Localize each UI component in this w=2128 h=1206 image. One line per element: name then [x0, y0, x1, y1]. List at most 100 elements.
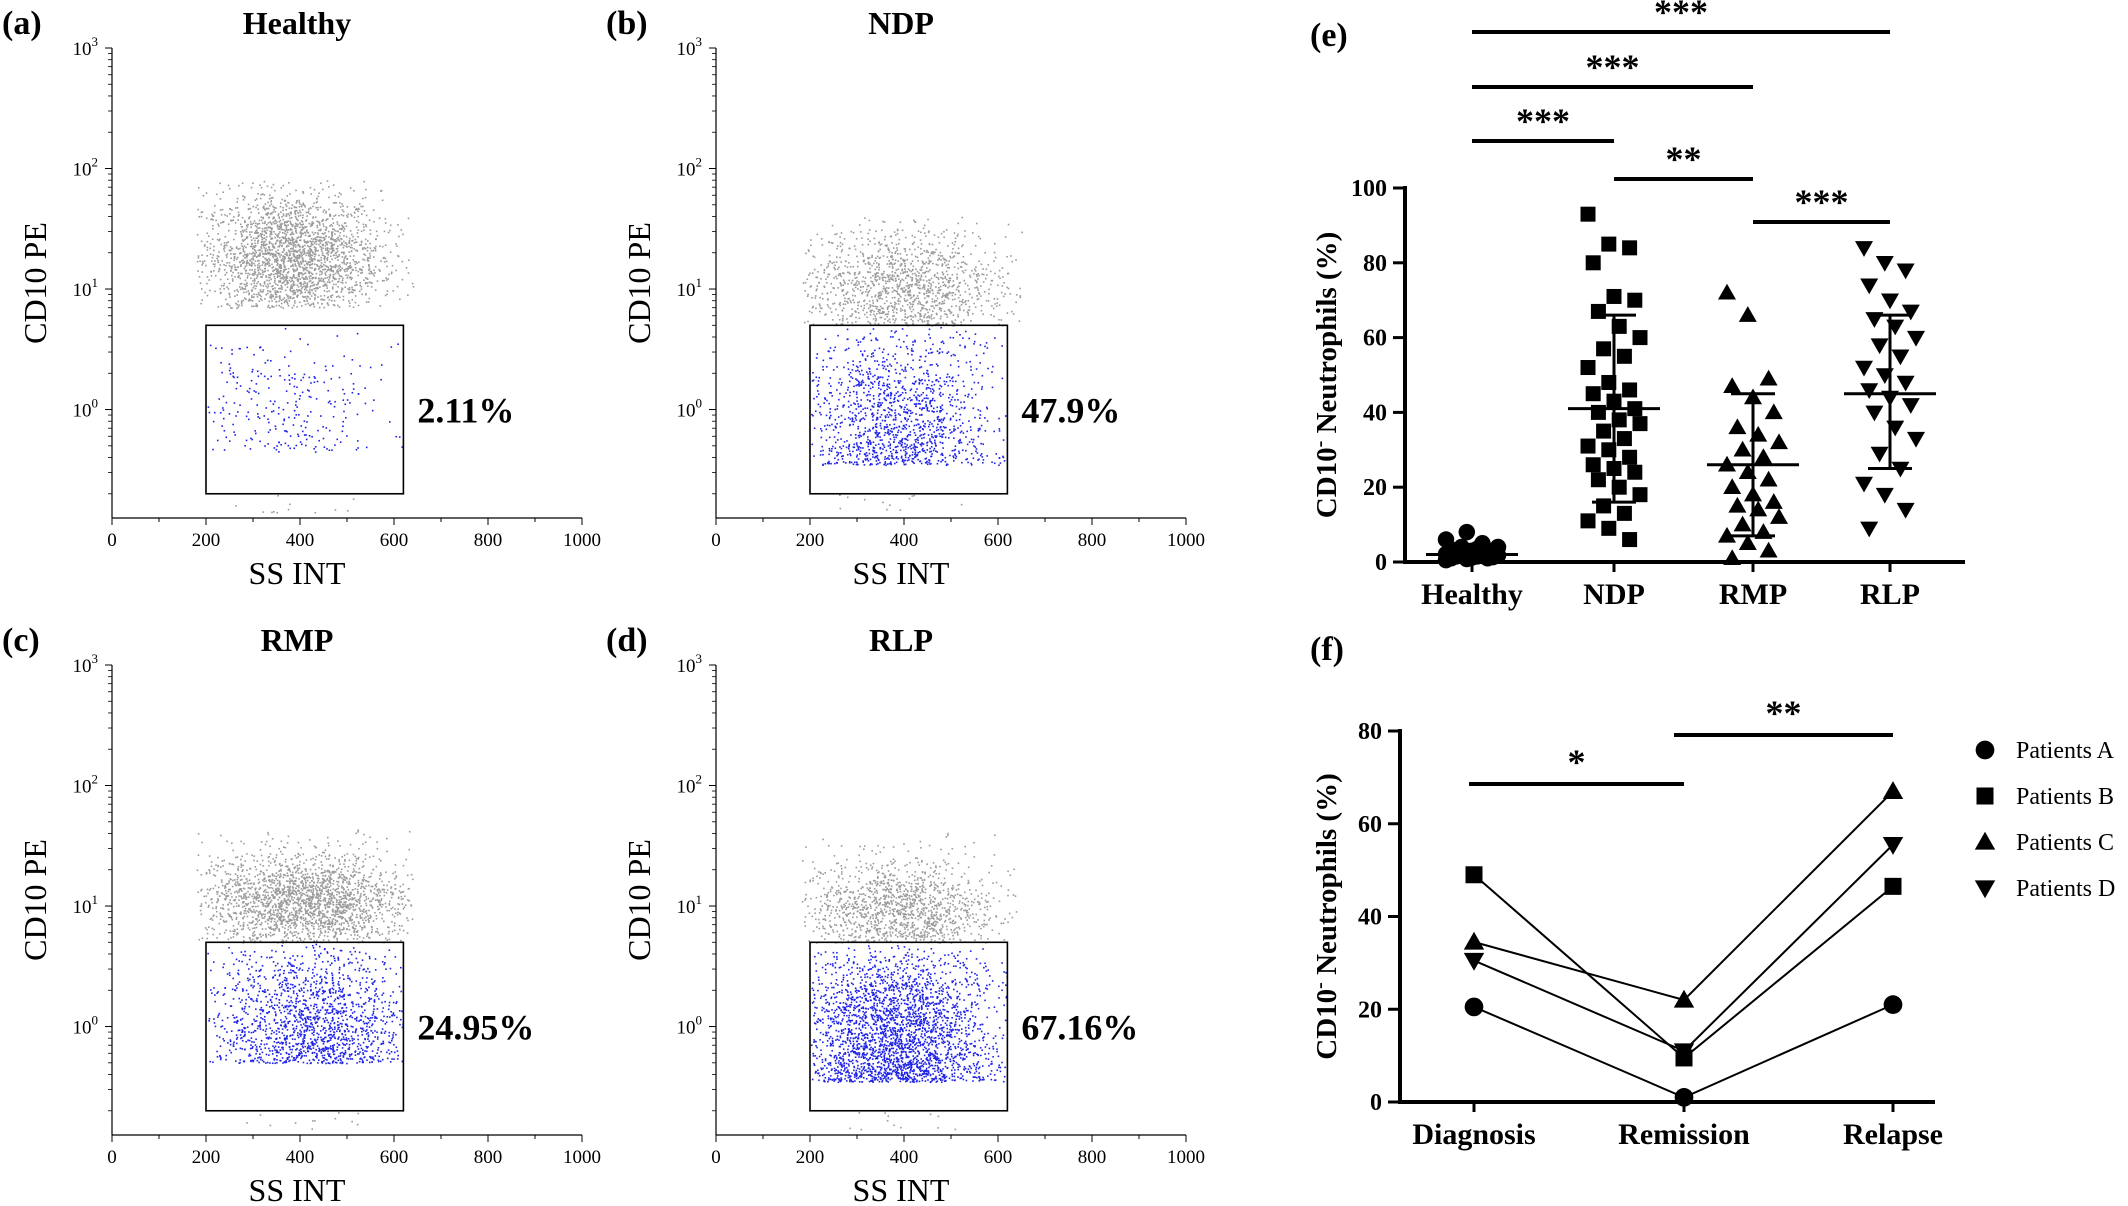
event-dot-gray: [233, 259, 235, 262]
event-dot-blue: [866, 399, 869, 401]
event-dot-gray: [282, 275, 285, 277]
event-dot-gray: [256, 264, 259, 266]
event-dot-gray: [335, 201, 337, 204]
event-dot-gray: [834, 233, 836, 236]
event-dot-gray: [242, 199, 245, 201]
event-dot-gray: [331, 287, 334, 290]
event-dot-gray: [869, 276, 872, 279]
event-dot-blue: [352, 383, 355, 385]
event-dot-blue: [270, 375, 272, 378]
event-dot-blue: [929, 337, 931, 339]
event-dot-gray: [284, 289, 287, 292]
event-dot-gray: [282, 213, 285, 215]
event-dot-blue: [365, 446, 368, 449]
event-dot-gray: [262, 242, 265, 245]
event-dot-blue: [891, 453, 893, 455]
event-dot-blue: [304, 426, 307, 429]
event-dot-gray: [244, 257, 246, 259]
event-dot-gray: [930, 285, 933, 287]
event-dot-blue: [908, 425, 911, 428]
event-dot-gray: [311, 277, 314, 280]
event-dot-blue: [853, 385, 855, 388]
event-dot-blue: [313, 381, 316, 384]
event-dot-gray: [974, 244, 977, 247]
event-dot-gray: [904, 315, 906, 318]
event-dot-gray: [933, 307, 935, 309]
event-dot-gray: [998, 304, 1001, 306]
event-dot-gray: [876, 313, 878, 315]
event-dot-gray: [364, 238, 367, 241]
event-dot-gray: [829, 261, 832, 263]
event-dot-gray: [276, 224, 279, 226]
event-dot-gray: [253, 293, 255, 296]
event-dot-gray: [273, 247, 276, 249]
event-dot-gray: [337, 280, 340, 283]
event-dot-gray: [909, 315, 912, 317]
event-dot-gray: [893, 306, 896, 308]
event-dot-gray: [961, 270, 964, 272]
event-dot-blue: [886, 388, 888, 391]
event-dot-blue: [257, 416, 259, 418]
event-dot-gray: [904, 268, 906, 270]
event-dot-gray: [366, 249, 369, 252]
event-dot-gray: [291, 231, 294, 234]
event-dot-gray: [991, 279, 994, 282]
event-dot-gray: [949, 279, 951, 282]
event-dot-gray: [342, 205, 344, 207]
event-dot-gray: [275, 304, 278, 307]
event-dot-gray: [316, 239, 318, 241]
event-dot-gray: [341, 243, 343, 246]
event-dot-gray: [279, 277, 282, 280]
event-dot-gray: [374, 289, 377, 291]
event-dot-gray: [316, 259, 319, 262]
event-dot-gray: [234, 221, 237, 224]
event-dot-gray: [251, 295, 253, 297]
event-dot-gray: [877, 322, 880, 325]
event-dot-gray: [291, 307, 294, 309]
event-dot-gray: [246, 237, 248, 240]
event-dot-gray: [911, 234, 914, 237]
event-dot-gray: [290, 265, 292, 268]
event-dot-gray: [362, 197, 364, 200]
event-dot-gray: [882, 312, 884, 314]
event-dot-gray: [243, 245, 246, 247]
event-dot-gray: [254, 264, 256, 267]
event-dot-gray: [304, 288, 306, 291]
event-dot-gray: [214, 274, 217, 277]
event-dot-gray: [317, 296, 319, 298]
event-dot-gray: [912, 316, 915, 318]
event-dot-gray: [305, 289, 308, 291]
event-dot-gray: [894, 303, 896, 306]
event-dot-blue: [955, 455, 958, 458]
event-dot-blue: [907, 446, 910, 449]
event-dot-gray: [312, 233, 315, 236]
event-dot-blue: [884, 462, 886, 465]
event-dot-blue: [973, 381, 976, 384]
event-dot-gray: [330, 296, 333, 299]
event-dot-gray: [346, 246, 348, 248]
event-dot-blue: [951, 396, 954, 399]
event-dot-gray: [977, 289, 979, 291]
event-dot-gray: [389, 224, 392, 227]
event-dot-gray: [255, 251, 257, 254]
event-dot-gray: [353, 189, 355, 192]
event-dot-blue: [838, 381, 840, 384]
event-dot-gray: [237, 248, 240, 250]
event-dot-blue: [294, 378, 296, 380]
event-dot-blue: [299, 395, 302, 397]
event-dot-gray: [206, 254, 209, 257]
event-dot-blue: [328, 429, 331, 432]
event-dot-blue: [875, 338, 877, 341]
event-dot-gray: [835, 233, 838, 235]
event-dot-gray: [314, 294, 317, 296]
event-dot-gray: [879, 297, 882, 299]
event-dot-gray: [262, 511, 265, 513]
event-dot-gray: [924, 262, 926, 265]
event-dot-gray: [836, 247, 838, 250]
event-dot-gray: [199, 260, 201, 263]
event-dot-gray: [276, 296, 278, 298]
event-dot-gray: [952, 314, 955, 317]
event-dot-gray: [864, 263, 867, 265]
event-dot-gray: [898, 278, 900, 280]
event-dot-gray: [272, 243, 274, 246]
